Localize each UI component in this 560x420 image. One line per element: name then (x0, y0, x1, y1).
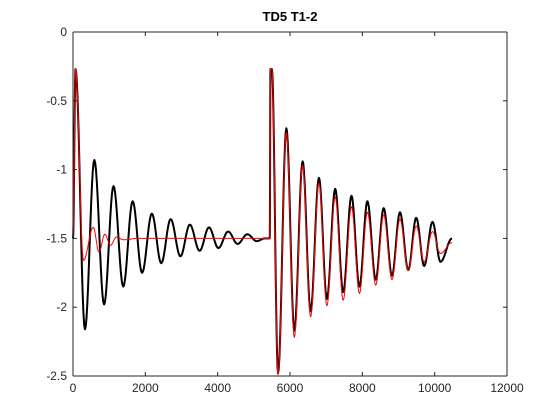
y-tick-label: -2.5 (46, 369, 67, 383)
series-group (72, 68, 453, 376)
series-line-red (72, 68, 453, 376)
x-tick-label: 0 (70, 381, 77, 395)
y-tick-label: -2 (56, 300, 67, 314)
axes-group (72, 31, 508, 377)
x-tick-label: 6000 (277, 381, 304, 395)
x-tick-label: 8000 (349, 381, 376, 395)
y-tick-label: 0 (60, 25, 67, 39)
y-tick-label: -1 (56, 163, 67, 177)
x-tick-label: 12000 (490, 381, 524, 395)
y-tick-label: -0.5 (46, 94, 67, 108)
x-tick-label: 4000 (204, 381, 231, 395)
tick-labels-group: 0 2000 4000 6000 8000 10000 12000 0 -0.5 -1 -1.5 -2… (46, 25, 524, 395)
chart-title: TD5 T1-2 (263, 9, 318, 24)
x-tick-label: 10000 (418, 381, 452, 395)
y-tick-label: -1.5 (46, 231, 67, 245)
x-tick-label: 2000 (132, 381, 159, 395)
